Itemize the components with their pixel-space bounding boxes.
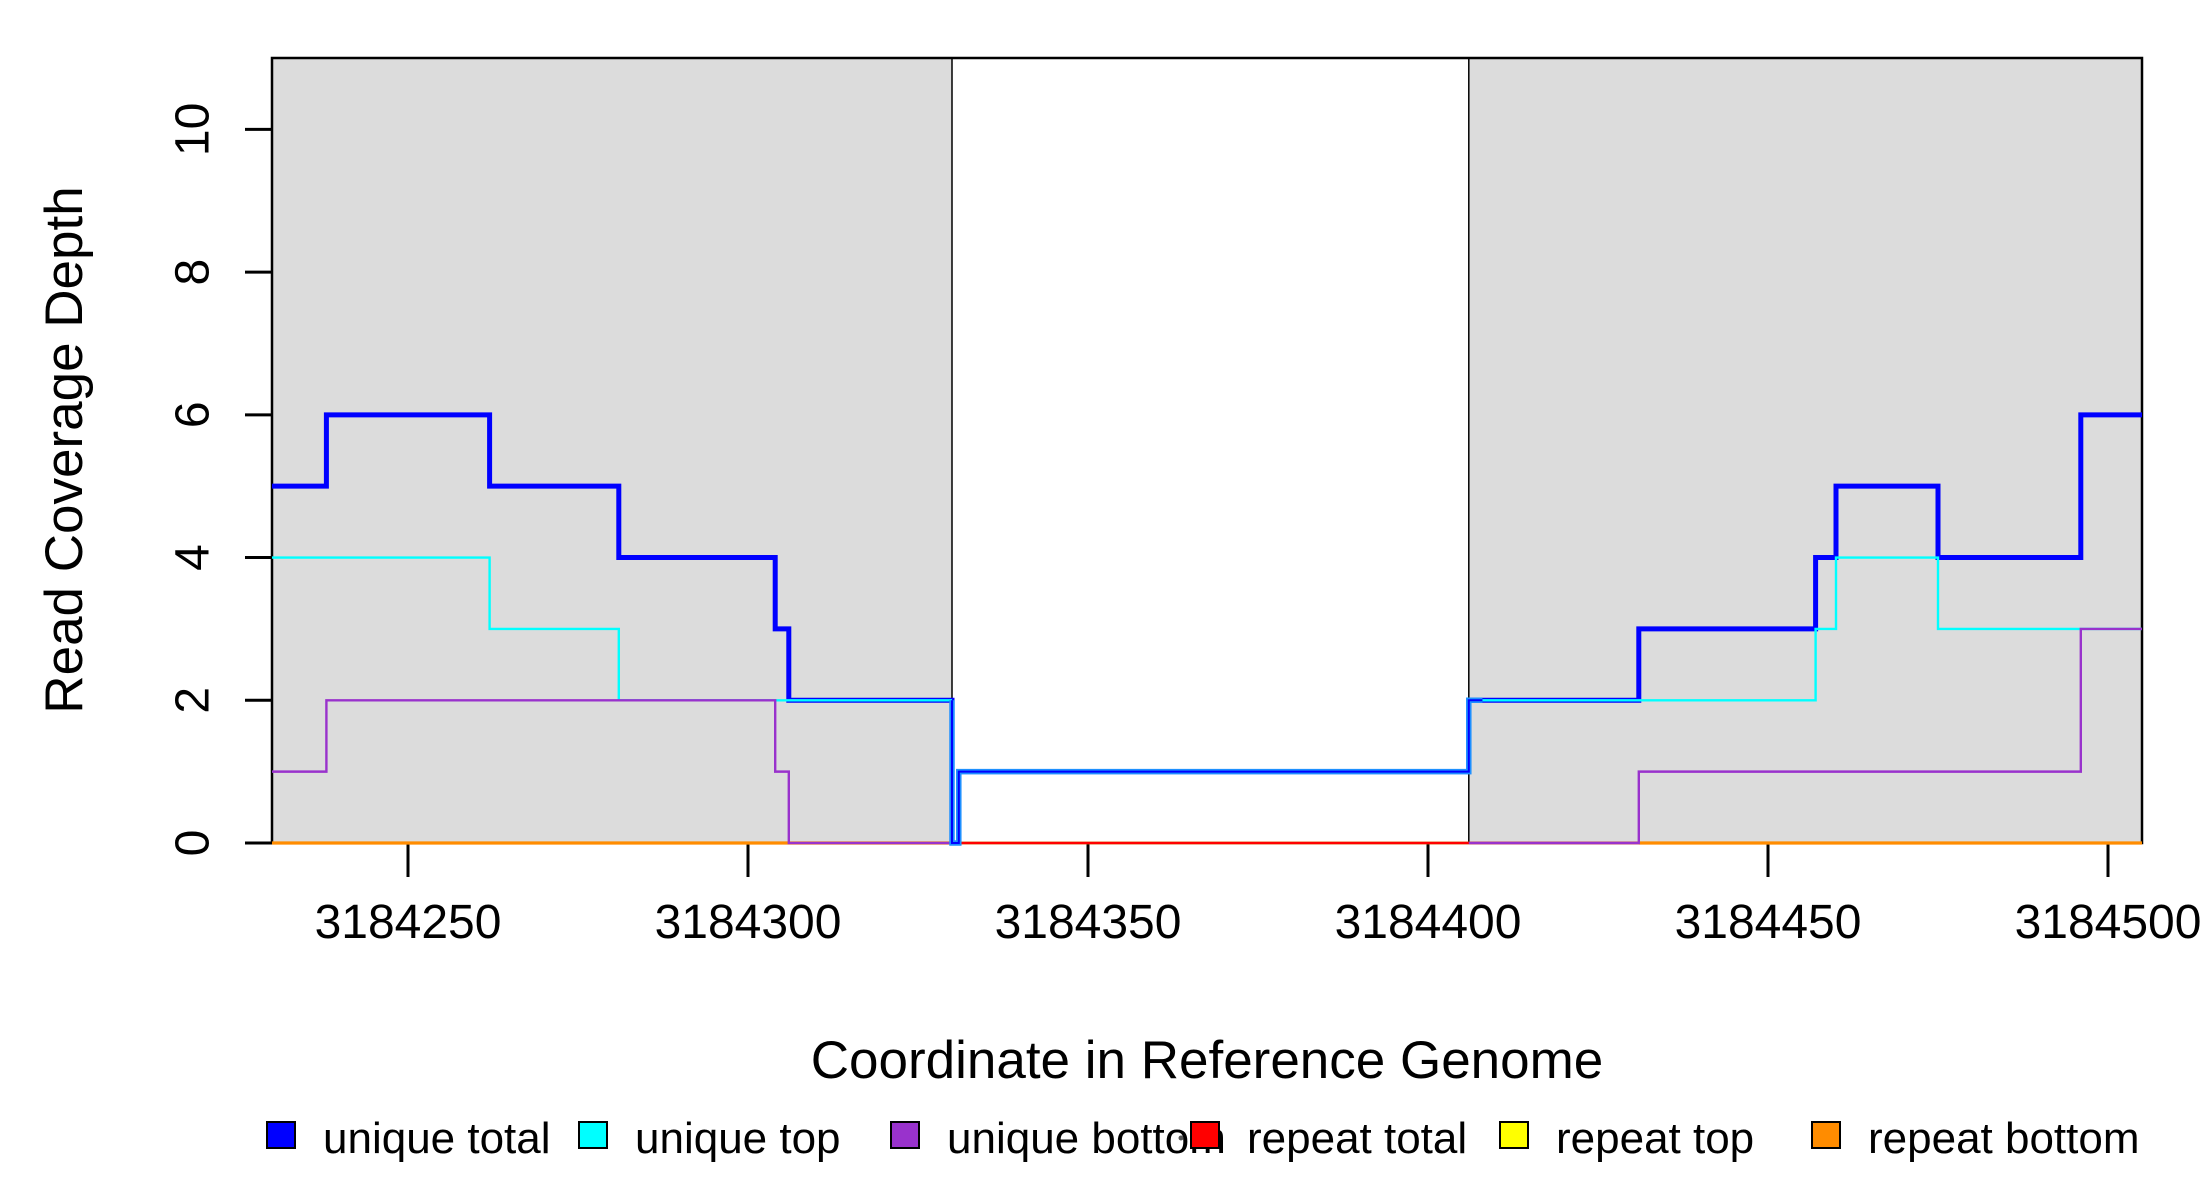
y-tick-label: 8 (167, 259, 220, 286)
legend-swatch-repeat-top (1499, 1121, 1529, 1149)
y-tick-label: 2 (167, 687, 220, 714)
x-tick-label: 3184350 (995, 896, 1182, 949)
repeat-region-left (271, 57, 953, 844)
series-line-unique-top (1468, 556, 2142, 702)
legend-label-repeat-total: repeat total (1247, 1114, 1467, 1163)
x-tick-label: 3184450 (1675, 896, 1862, 949)
x-tick-label: 3184400 (1335, 896, 1522, 949)
x-tick-label: 3184500 (2015, 896, 2200, 949)
repeat-region-right (1468, 57, 2143, 844)
legend-swatch-unique-bottom (890, 1121, 920, 1149)
legend-swatch-repeat-total (1190, 1121, 1220, 1149)
y-tick-label: 4 (167, 544, 220, 571)
legend-swatch-repeat-bottom (1811, 1121, 1841, 1149)
legend-swatch-unique-top (578, 1121, 608, 1149)
legend-stray-dot (1178, 1135, 1184, 1141)
x-tick-label: 3184250 (315, 896, 502, 949)
y-tick-label: 10 (167, 103, 220, 156)
gap-total-line-core (951, 699, 1483, 844)
y-axis-title: Read Coverage Depth (35, 186, 94, 713)
legend-label-unique-top: unique top (635, 1114, 841, 1163)
legend-label-repeat-bottom: repeat bottom (1868, 1114, 2140, 1163)
legend-label-repeat-top: repeat top (1556, 1114, 1754, 1163)
y-tick-label: 0 (167, 830, 220, 857)
x-tick-label: 3184300 (655, 896, 842, 949)
y-tick-label: 6 (167, 401, 220, 428)
series-line-unique-bottom (1468, 627, 2142, 845)
x-axis-title: Coordinate in Reference Genome (811, 1031, 1604, 1090)
legend-label-unique-total: unique total (323, 1114, 551, 1163)
legend-swatch-unique-total (266, 1121, 296, 1149)
series-line-unique-bottom (272, 699, 952, 845)
legend-label-unique-bottom: unique bottom (947, 1114, 1226, 1163)
